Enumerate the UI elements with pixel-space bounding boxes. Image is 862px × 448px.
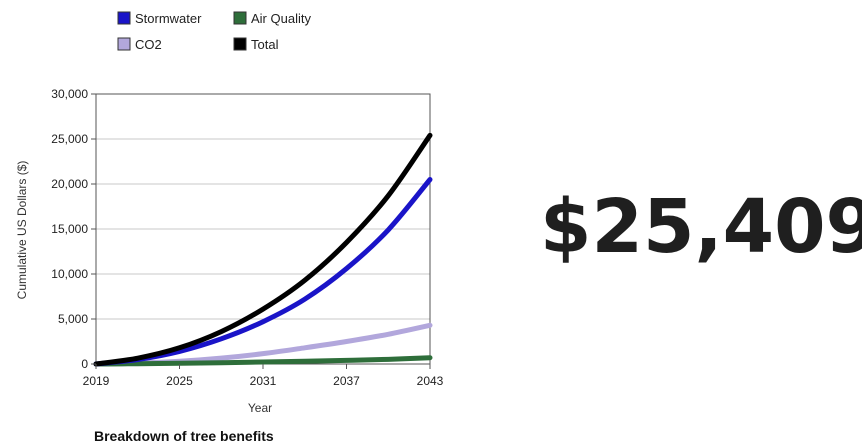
legend-label-stormwater: Stormwater [135,11,202,26]
y-tick-label: 10,000 [51,267,88,281]
y-tick-label: 20,000 [51,177,88,191]
y-axis-ticks: 0 5,000 10,000 15,000 20,000 25,000 30,000 [51,87,96,371]
x-tick-label: 2043 [417,374,444,388]
y-axis-label: Cumulative US Dollars ($) [15,161,29,300]
y-tick-label: 30,000 [51,87,88,101]
legend-swatch-stormwater [117,11,131,25]
x-tick-label: 2025 [166,374,193,388]
x-tick-label: 2037 [333,374,360,388]
chart-legend: Stormwater Air Quality CO2 Total [117,11,311,52]
legend-swatch-air-quality [233,11,247,25]
y-tick-label: 25,000 [51,132,88,146]
total-benefit-value: $25,409 [540,184,862,270]
x-tick-label: 2019 [83,374,110,388]
legend-label-air-quality: Air Quality [251,11,311,26]
chart-grid [96,138,430,320]
series-line-air-quality [93,355,433,367]
y-tick-label: 5,000 [58,312,88,326]
x-axis-ticks: 2019 2025 2031 2037 2043 [83,364,444,388]
legend-label-total: Total [251,37,279,52]
x-axis-label: Year [248,401,272,415]
y-tick-label: 0 [81,357,88,371]
chart-caption: Breakdown of tree benefits [94,428,274,444]
legend-swatch-total [233,37,247,51]
series-lines [93,132,433,367]
legend-label-co2: CO2 [135,37,162,52]
legend-swatch-co2 [117,37,131,51]
x-tick-label: 2031 [250,374,277,388]
y-tick-label: 15,000 [51,222,88,236]
series-line-total [93,132,433,367]
